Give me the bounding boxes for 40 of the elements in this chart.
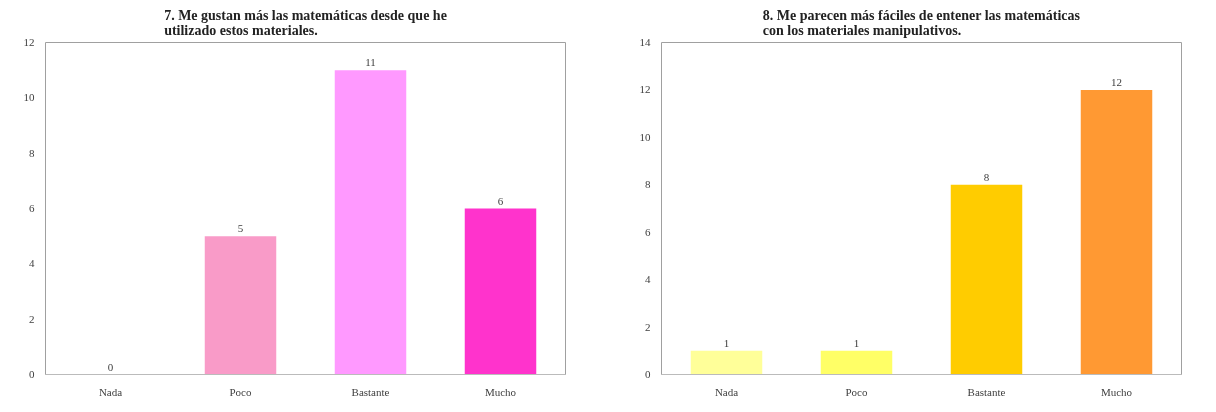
x-tick-label: Mucho bbox=[1100, 385, 1133, 398]
bar bbox=[950, 184, 1023, 375]
bar bbox=[1080, 89, 1153, 375]
bar bbox=[690, 350, 763, 375]
x-tick-label: Bastante bbox=[967, 385, 1006, 398]
y-tick-label: 4 bbox=[645, 273, 651, 286]
data-label: 5 bbox=[237, 222, 244, 235]
y-tick-label: 6 bbox=[29, 202, 35, 214]
chart-title: 8. Me parecen más fáciles de entener las matemáticas con los materiales manipulativos. bbox=[762, 7, 1081, 38]
chart-title: 7. Me gustan más las matemáticas desde que he utilizado estos materiales. bbox=[164, 7, 447, 38]
y-tick-label: 10 bbox=[23, 91, 35, 104]
y-tick-label: 4 bbox=[29, 257, 35, 270]
data-label: 1 bbox=[723, 336, 730, 349]
x-tick-label: Poco bbox=[229, 385, 252, 398]
data-label: 1 bbox=[853, 336, 860, 349]
x-tick-label: Poco bbox=[845, 385, 868, 398]
x-tick-label: Nada bbox=[98, 385, 123, 398]
y-tick-label: 14 bbox=[639, 36, 651, 48]
y-tick-label: 8 bbox=[29, 146, 35, 159]
y-tick-label: 10 bbox=[639, 130, 651, 143]
y-tick-label: 0 bbox=[645, 368, 651, 380]
data-label: 0 bbox=[107, 360, 114, 373]
y-tick-label: 2 bbox=[29, 312, 35, 325]
y-tick-label: 12 bbox=[639, 83, 651, 96]
y-tick-label: 0 bbox=[29, 368, 35, 380]
data-label: 6 bbox=[497, 194, 504, 207]
bar bbox=[204, 236, 277, 375]
x-tick-label: Bastante bbox=[351, 385, 390, 398]
bar bbox=[820, 350, 893, 375]
y-tick-label: 8 bbox=[645, 178, 651, 191]
y-tick-label: 6 bbox=[645, 225, 651, 238]
data-label: 8 bbox=[983, 170, 990, 183]
data-label: 11 bbox=[365, 56, 376, 69]
y-tick-label: 12 bbox=[23, 36, 35, 48]
x-tick-label: Nada bbox=[714, 385, 739, 398]
x-tick-label: Mucho bbox=[484, 385, 517, 398]
bar bbox=[464, 208, 537, 375]
y-tick-label: 2 bbox=[645, 320, 651, 333]
data-label: 12 bbox=[1111, 75, 1122, 88]
bar bbox=[334, 70, 407, 375]
